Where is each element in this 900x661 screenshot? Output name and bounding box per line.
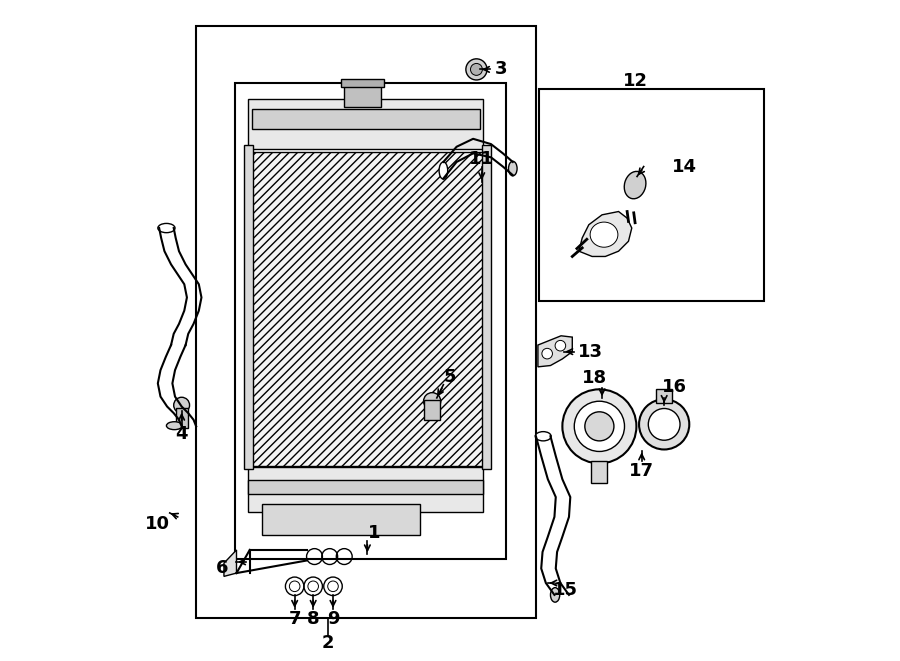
Polygon shape [538,336,572,367]
Ellipse shape [508,161,518,176]
Circle shape [574,401,625,451]
Text: 17: 17 [629,461,654,480]
Text: 6: 6 [216,559,229,578]
Text: 7: 7 [288,610,301,629]
Bar [424,400,440,420]
Ellipse shape [551,588,560,602]
Ellipse shape [439,162,447,179]
Text: 3: 3 [495,60,508,79]
Bar [176,408,187,428]
Bar [656,389,672,403]
Text: 1: 1 [368,524,380,542]
Text: 5: 5 [444,368,456,386]
Circle shape [648,408,680,440]
Text: 18: 18 [581,369,607,387]
Text: 16: 16 [662,377,688,396]
Circle shape [471,63,482,75]
Bar [248,467,483,512]
Bar [252,152,483,466]
Bar [252,109,480,129]
Text: 8: 8 [307,610,320,629]
Bar [539,89,764,301]
Bar [195,26,536,618]
Ellipse shape [590,222,618,247]
Text: 9: 9 [327,610,339,629]
Circle shape [562,389,636,463]
Text: 12: 12 [623,71,648,90]
Circle shape [424,393,441,410]
Bar [482,145,491,469]
Bar [244,145,253,469]
Text: 4: 4 [176,424,188,443]
Ellipse shape [625,171,646,199]
Bar [344,82,381,107]
Bar [248,480,483,494]
Circle shape [585,412,614,441]
Text: 14: 14 [672,157,698,176]
Text: 10: 10 [145,514,170,533]
Bar [235,83,506,559]
Circle shape [174,397,190,413]
Ellipse shape [158,223,175,233]
Bar [262,504,420,535]
Ellipse shape [166,422,183,430]
Text: 2: 2 [321,634,334,652]
Circle shape [466,59,487,80]
Circle shape [542,348,553,359]
Ellipse shape [536,432,551,441]
Circle shape [639,399,689,449]
Circle shape [555,340,566,351]
Text: 13: 13 [579,342,603,361]
Bar [248,99,483,149]
Text: 15: 15 [554,580,578,599]
Bar [591,461,608,483]
Polygon shape [579,212,632,256]
Polygon shape [224,550,237,576]
Text: 11: 11 [469,149,494,168]
Bar [341,79,384,87]
